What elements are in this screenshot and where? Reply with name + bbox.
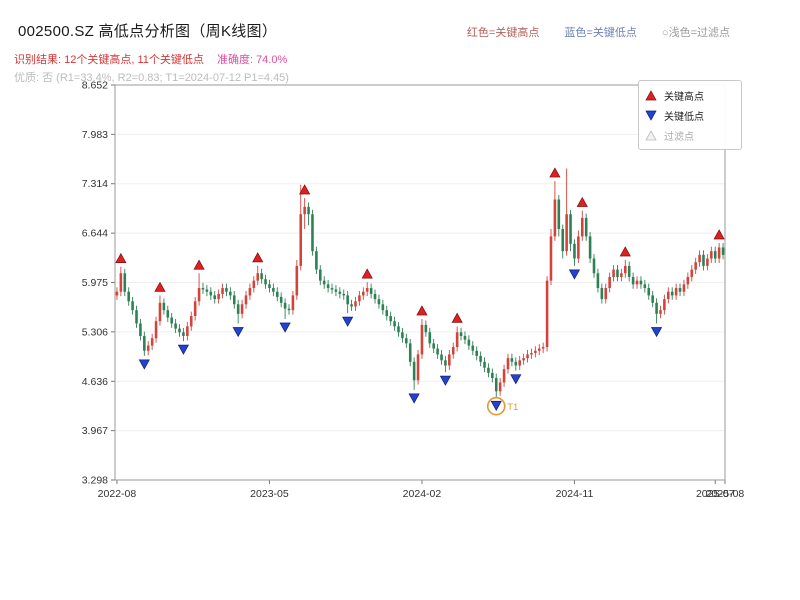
svg-text:4.636: 4.636: [82, 376, 108, 388]
legend-item-key-high: 关键高点: [645, 85, 735, 105]
legend-label: 关键高点: [664, 91, 704, 103]
svg-text:7.314: 7.314: [82, 178, 108, 190]
svg-text:2025-07: 2025-07: [696, 488, 735, 500]
quality-line: 优质: 否 (R1=33.4%, R2=0.83; T1=2024-07-12 …: [14, 72, 289, 84]
svg-text:2025-08: 2025-08: [706, 488, 745, 500]
legend-item-filtered: 过滤点: [645, 125, 735, 145]
svg-text:6.644: 6.644: [82, 228, 108, 240]
svg-text:3.298: 3.298: [82, 475, 108, 487]
svg-text:3.967: 3.967: [82, 425, 108, 437]
svg-text:7.983: 7.983: [82, 129, 108, 141]
legend-label: 过滤点: [664, 131, 694, 143]
filtered-triangle-icon: [645, 129, 657, 140]
recognition-result-text: 识别结果: 12个关键高点, 11个关键低点: [14, 54, 204, 66]
svg-text:T1: T1: [507, 402, 518, 413]
note-filtered: ○浅色=过滤点: [661, 27, 730, 39]
page-title: 002500.SZ 高低点分析图（周K线图）: [18, 23, 278, 40]
svg-text:2024-02: 2024-02: [403, 488, 442, 500]
svg-text:2023-05: 2023-05: [250, 488, 289, 500]
accuracy-text: 准确度: 74.0%: [216, 54, 288, 66]
note-key-low: 蓝色=关键低点: [564, 27, 637, 39]
legend-item-key-low: 关键低点: [645, 105, 735, 125]
svg-text:2022-08: 2022-08: [98, 488, 137, 500]
svg-text:5.975: 5.975: [82, 277, 108, 289]
svg-text:2024-11: 2024-11: [556, 488, 594, 500]
note-key-high: 红色=关键高点: [466, 27, 540, 39]
key-low-triangle-icon: [645, 110, 657, 121]
color-key-note: 红色=关键高点 蓝色=关键低点 ○浅色=过滤点: [467, 24, 730, 40]
legend-label: 关键低点: [664, 111, 704, 123]
plot-legend: 关键高点 关键低点 过滤点: [638, 80, 742, 150]
svg-text:5.306: 5.306: [82, 326, 108, 338]
recognition-result-line: 识别结果: 12个关键高点, 11个关键低点 准确度: 74.0%: [14, 51, 287, 67]
svg-text:8.652: 8.652: [82, 80, 108, 92]
key-high-triangle-icon: [645, 89, 657, 100]
